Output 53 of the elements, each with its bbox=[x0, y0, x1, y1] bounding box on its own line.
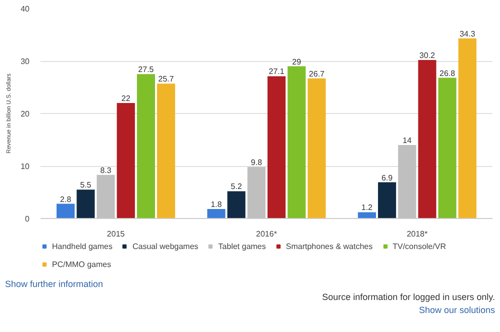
data-label: 8.3 bbox=[100, 166, 112, 175]
bar bbox=[378, 182, 396, 218]
bar bbox=[136, 74, 156, 218]
bar bbox=[358, 212, 376, 218]
y-tick-label: 0 bbox=[25, 214, 30, 224]
bar bbox=[56, 204, 75, 218]
data-label: 14 bbox=[402, 136, 412, 145]
legend-label: TV/console/VR bbox=[392, 241, 446, 251]
data-label: 22 bbox=[121, 94, 131, 103]
x-tick-label: 2016* bbox=[256, 230, 277, 238]
data-label: 6.9 bbox=[381, 173, 394, 182]
text: Show further information bbox=[5, 278, 104, 291]
y-tick-label: 20 bbox=[20, 110, 30, 118]
bar bbox=[247, 167, 266, 218]
legend-label: PC/MMO games bbox=[52, 259, 112, 269]
bar bbox=[288, 66, 306, 218]
bar bbox=[418, 60, 436, 218]
legend-label: Handheld games bbox=[52, 241, 112, 251]
data-label: 5.5 bbox=[80, 180, 92, 190]
source-note: Source information for logged in users only. bbox=[321, 291, 495, 304]
bar bbox=[438, 78, 456, 218]
data-label: 26.7 bbox=[308, 69, 326, 78]
text: Show our solutions bbox=[418, 304, 495, 317]
data-label: 9.8 bbox=[250, 158, 263, 168]
legend-label: Casual webgames bbox=[132, 241, 198, 251]
y-tick-label: 10 bbox=[20, 162, 30, 171]
bar bbox=[96, 174, 115, 218]
data-label: 5.2 bbox=[230, 182, 242, 192]
x-tick-label: 2018* bbox=[406, 230, 428, 238]
data-label: 25.7 bbox=[158, 74, 174, 84]
bar bbox=[207, 209, 226, 218]
bar bbox=[398, 145, 416, 218]
legend-label: Tablet games bbox=[218, 241, 266, 251]
bar bbox=[308, 78, 326, 218]
data-label: 34.3 bbox=[460, 29, 476, 38]
legend-label: Smartphones & watches bbox=[286, 241, 373, 251]
data-label: 1.2 bbox=[361, 203, 374, 212]
data-label: 26.8 bbox=[440, 68, 456, 78]
y-tick-label: 30 bbox=[20, 57, 30, 66]
x-tick-label: 2015 bbox=[106, 230, 126, 238]
bar bbox=[76, 190, 95, 218]
data-label: 1.8 bbox=[210, 200, 222, 210]
data-label: 29 bbox=[292, 57, 302, 66]
bar bbox=[157, 84, 176, 218]
bar bbox=[116, 103, 135, 218]
data-label: 30.2 bbox=[419, 50, 436, 60]
bar bbox=[268, 76, 286, 218]
data-label: 2.8 bbox=[60, 194, 72, 204]
y-tick-label: 40 bbox=[20, 4, 30, 14]
bar bbox=[227, 191, 246, 218]
bar bbox=[458, 38, 476, 218]
data-label: 27.5 bbox=[138, 65, 154, 74]
data-label: 27.1 bbox=[268, 67, 285, 76]
